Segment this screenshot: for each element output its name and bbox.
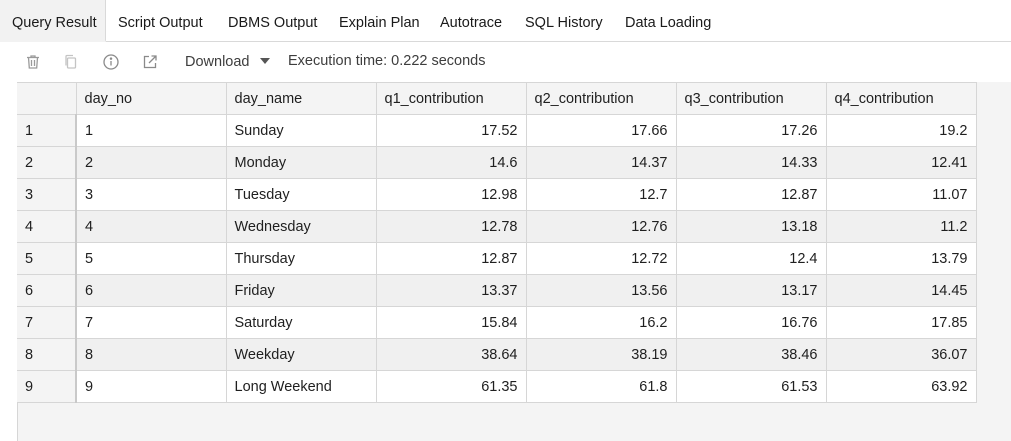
cell-q3-contribution[interactable]: 17.26 xyxy=(676,114,827,147)
results-table: day_no day_name q1_contribution q2_contr… xyxy=(17,82,977,403)
cell-q3-contribution[interactable]: 61.53 xyxy=(676,370,827,403)
cell-q3-contribution[interactable]: 12.4 xyxy=(676,242,827,275)
cell-q1-contribution[interactable]: 14.6 xyxy=(376,146,527,179)
table-row[interactable]: 8 8 Weekday 38.64 38.19 38.46 36.07 xyxy=(17,338,977,371)
cell-day-no[interactable]: 6 xyxy=(76,274,227,307)
header-row: day_no day_name q1_contribution q2_contr… xyxy=(17,82,977,115)
row-number[interactable]: 6 xyxy=(17,274,77,307)
row-number[interactable]: 8 xyxy=(17,338,77,371)
column-header-q1-contribution[interactable]: q1_contribution xyxy=(376,82,527,115)
cell-day-no[interactable]: 5 xyxy=(76,242,227,275)
results-grid: day_no day_name q1_contribution q2_contr… xyxy=(17,82,1011,441)
cell-q1-contribution[interactable]: 13.37 xyxy=(376,274,527,307)
row-number[interactable]: 4 xyxy=(17,210,77,243)
copy-icon[interactable] xyxy=(61,52,81,72)
cell-q2-contribution[interactable]: 38.19 xyxy=(526,338,677,371)
cell-q4-contribution[interactable]: 12.41 xyxy=(826,146,977,179)
cell-day-name[interactable]: Tuesday xyxy=(226,178,377,211)
tab-autotrace[interactable]: Autotrace xyxy=(440,15,503,31)
tab-data-loading[interactable]: Data Loading xyxy=(625,15,712,31)
tab-explain-plan[interactable]: Explain Plan xyxy=(339,15,420,31)
table-row[interactable]: 2 2 Monday 14.6 14.37 14.33 12.41 xyxy=(17,146,977,179)
cell-q1-contribution[interactable]: 15.84 xyxy=(376,306,527,339)
tab-sql-history[interactable]: SQL History xyxy=(525,15,603,31)
row-number[interactable]: 3 xyxy=(17,178,77,211)
cell-day-no[interactable]: 3 xyxy=(76,178,227,211)
cell-q4-contribution[interactable]: 14.45 xyxy=(826,274,977,307)
cell-day-no[interactable]: 9 xyxy=(76,370,227,403)
tab-script-output[interactable]: Script Output xyxy=(118,15,203,31)
cell-day-no[interactable]: 2 xyxy=(76,146,227,179)
download-button[interactable]: Download xyxy=(185,42,270,82)
table-row[interactable]: 5 5 Thursday 12.87 12.72 12.4 13.79 xyxy=(17,242,977,275)
column-header-q4-contribution[interactable]: q4_contribution xyxy=(826,82,977,115)
cell-q1-contribution[interactable]: 12.98 xyxy=(376,178,527,211)
cell-q4-contribution[interactable]: 11.07 xyxy=(826,178,977,211)
row-number[interactable]: 5 xyxy=(17,242,77,275)
row-number[interactable]: 9 xyxy=(17,370,77,403)
column-header-q2-contribution[interactable]: q2_contribution xyxy=(526,82,677,115)
cell-q1-contribution[interactable]: 12.87 xyxy=(376,242,527,275)
cell-day-name[interactable]: Long Weekend xyxy=(226,370,377,403)
cell-q2-contribution[interactable]: 13.56 xyxy=(526,274,677,307)
cell-day-no[interactable]: 4 xyxy=(76,210,227,243)
cell-day-name[interactable]: Wednesday xyxy=(226,210,377,243)
cell-day-name[interactable]: Monday xyxy=(226,146,377,179)
cell-q2-contribution[interactable]: 16.2 xyxy=(526,306,677,339)
cell-q2-contribution[interactable]: 14.37 xyxy=(526,146,677,179)
download-label: Download xyxy=(185,54,250,70)
tab-dbms-output[interactable]: DBMS Output xyxy=(228,15,318,31)
cell-day-no[interactable]: 1 xyxy=(76,114,227,147)
cell-q4-contribution[interactable]: 17.85 xyxy=(826,306,977,339)
chevron-down-icon xyxy=(259,58,270,65)
cell-day-name[interactable]: Friday xyxy=(226,274,377,307)
cell-q2-contribution[interactable]: 12.72 xyxy=(526,242,677,275)
column-header-q3-contribution[interactable]: q3_contribution xyxy=(676,82,827,115)
grid-corner xyxy=(17,82,77,115)
cell-q2-contribution[interactable]: 12.76 xyxy=(526,210,677,243)
table-row[interactable]: 6 6 Friday 13.37 13.56 13.17 14.45 xyxy=(17,274,977,307)
results-tabbar: Query Result Script Output DBMS Output E… xyxy=(0,0,1011,42)
execution-time: Execution time: 0.222 seconds xyxy=(288,53,486,69)
cell-day-no[interactable]: 7 xyxy=(76,306,227,339)
table-row[interactable]: 3 3 Tuesday 12.98 12.7 12.87 11.07 xyxy=(17,178,977,211)
cell-day-name[interactable]: Saturday xyxy=(226,306,377,339)
table-row[interactable]: 1 1 Sunday 17.52 17.66 17.26 19.2 xyxy=(17,114,977,147)
column-header-day-name[interactable]: day_name xyxy=(226,82,377,115)
cell-q3-contribution[interactable]: 13.17 xyxy=(676,274,827,307)
cell-q3-contribution[interactable]: 14.33 xyxy=(676,146,827,179)
cell-q3-contribution[interactable]: 12.87 xyxy=(676,178,827,211)
cell-q3-contribution[interactable]: 16.76 xyxy=(676,306,827,339)
info-icon[interactable] xyxy=(101,52,121,72)
cell-q4-contribution[interactable]: 11.2 xyxy=(826,210,977,243)
row-number[interactable]: 7 xyxy=(17,306,77,339)
cell-q1-contribution[interactable]: 61.35 xyxy=(376,370,527,403)
cell-q4-contribution[interactable]: 36.07 xyxy=(826,338,977,371)
cell-q1-contribution[interactable]: 38.64 xyxy=(376,338,527,371)
row-number[interactable]: 2 xyxy=(17,146,77,179)
cell-q1-contribution[interactable]: 17.52 xyxy=(376,114,527,147)
table-row[interactable]: 7 7 Saturday 15.84 16.2 16.76 17.85 xyxy=(17,306,977,339)
cell-q4-contribution[interactable]: 13.79 xyxy=(826,242,977,275)
cell-q3-contribution[interactable]: 13.18 xyxy=(676,210,827,243)
results-toolbar: Download Execution time: 0.222 seconds xyxy=(0,42,1011,82)
cell-day-name[interactable]: Thursday xyxy=(226,242,377,275)
column-header-day-no[interactable]: day_no xyxy=(76,82,227,115)
open-external-icon[interactable] xyxy=(140,52,160,72)
cell-day-no[interactable]: 8 xyxy=(76,338,227,371)
table-row[interactable]: 9 9 Long Weekend 61.35 61.8 61.53 63.92 xyxy=(17,370,977,403)
cell-q4-contribution[interactable]: 19.2 xyxy=(826,114,977,147)
cell-q2-contribution[interactable]: 61.8 xyxy=(526,370,677,403)
cell-q3-contribution[interactable]: 38.46 xyxy=(676,338,827,371)
trash-icon[interactable] xyxy=(23,52,43,72)
cell-q4-contribution[interactable]: 63.92 xyxy=(826,370,977,403)
row-number[interactable]: 1 xyxy=(17,114,77,147)
tab-query-result[interactable]: Query Result xyxy=(0,0,106,42)
cell-q2-contribution[interactable]: 17.66 xyxy=(526,114,677,147)
cell-q1-contribution[interactable]: 12.78 xyxy=(376,210,527,243)
cell-day-name[interactable]: Weekday xyxy=(226,338,377,371)
cell-q2-contribution[interactable]: 12.7 xyxy=(526,178,677,211)
table-row[interactable]: 4 4 Wednesday 12.78 12.76 13.18 11.2 xyxy=(17,210,977,243)
cell-day-name[interactable]: Sunday xyxy=(226,114,377,147)
